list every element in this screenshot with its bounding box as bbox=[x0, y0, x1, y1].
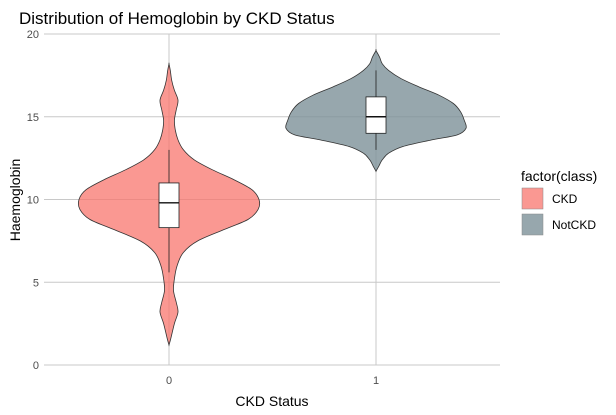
x-tick-label: 1 bbox=[373, 375, 379, 387]
boxplots bbox=[158, 70, 387, 273]
box-ckd bbox=[158, 182, 180, 229]
legend-title: factor(class) bbox=[521, 168, 597, 184]
legend-swatch-notckd bbox=[521, 213, 544, 236]
y-tick-label: 10 bbox=[27, 195, 39, 207]
x-tick-label: 0 bbox=[166, 375, 172, 387]
y-tick-labels: 0 5 10 15 20 bbox=[27, 29, 39, 372]
x-axis-title: CKD Status bbox=[235, 393, 308, 409]
legend-label-ckd: CKD bbox=[552, 192, 578, 206]
y-tick-label: 15 bbox=[27, 112, 39, 124]
y-tick-label: 5 bbox=[33, 277, 39, 289]
y-axis-title: Haemoglobin bbox=[7, 159, 23, 242]
legend-label-notckd: NotCKD bbox=[552, 218, 596, 232]
chart-title: Distribution of Hemoglobin by CKD Status bbox=[19, 9, 335, 28]
violins bbox=[77, 49, 467, 347]
y-tick-label: 20 bbox=[27, 29, 39, 41]
legend: factor(class) CKD NotCKD bbox=[521, 168, 597, 236]
y-tick-label: 0 bbox=[33, 360, 39, 372]
box-notckd bbox=[365, 96, 387, 134]
legend-swatch-ckd bbox=[521, 187, 544, 210]
